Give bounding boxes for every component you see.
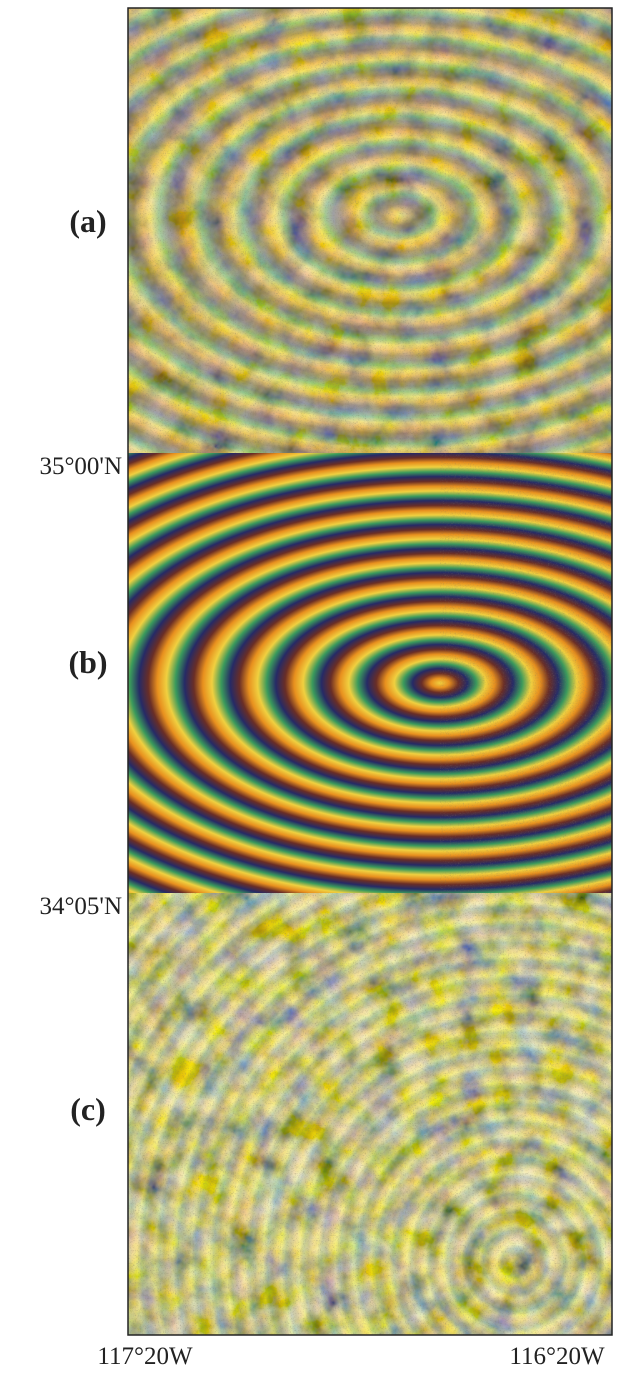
- panel-label: (b): [68, 644, 107, 680]
- longitude-label: 117°20W: [97, 1343, 193, 1370]
- latitude-label: 35°00'N: [39, 453, 122, 480]
- figure: (a) (b) (c) 35°00'N 34°05'N 117°20W 116°…: [0, 0, 622, 1373]
- panel-c: [128, 893, 612, 1335]
- latitude-label: 34°05'N: [39, 893, 122, 920]
- panel-a: [128, 8, 612, 453]
- page: {"panels": [{"label": "(a)"}, {"label": …: [0, 0, 622, 1373]
- panel-label: (a): [69, 203, 106, 239]
- panel-b: [128, 453, 612, 893]
- longitude-label: 116°20W: [509, 1343, 605, 1370]
- panel-label: (c): [70, 1091, 106, 1127]
